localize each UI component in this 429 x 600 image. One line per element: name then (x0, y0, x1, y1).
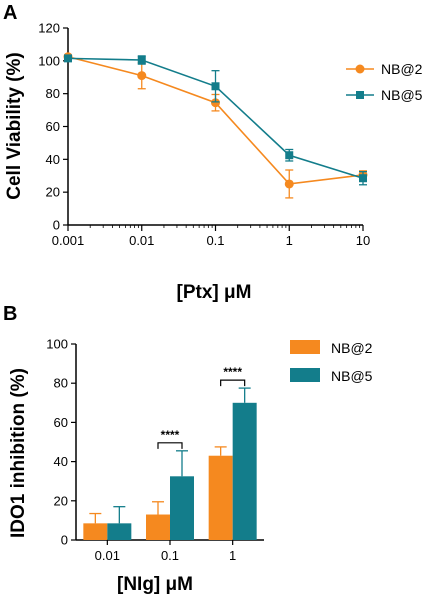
chart-a-legend-label: NB@5 (381, 87, 423, 103)
chart-b-significance-bracket (220, 379, 246, 387)
chart-a-legend-marker (356, 91, 364, 99)
chart-a-y-tick-label: 40 (46, 152, 60, 167)
chart-b-y-tick-label: 100 (46, 337, 68, 352)
chart-a-x-tick-label: 0.1 (206, 233, 224, 248)
chart-b-significance-bracket (157, 442, 183, 449)
chart-b-bar (232, 402, 257, 540)
chart-a-y-tick-label: 20 (46, 185, 60, 200)
chart-b: 0 20 40 60 80 100 0.01 0.1 1 **** **** NB@2 NB@5 (46, 337, 372, 564)
chart-b-ylabel: IDO1 inhibition (%) (8, 368, 29, 538)
chart-b-legend-swatch (290, 368, 320, 382)
chart-a-xlabel: [Ptx] μM (177, 282, 252, 303)
chart-a-ylabel: Cell Viability (%) (4, 52, 25, 199)
chart-b-bar (83, 523, 108, 540)
chart-b-xlabel: [NIg] μM (117, 574, 193, 595)
chart-a-point (137, 56, 146, 65)
chart-a-legend-label: NB@2 (381, 61, 423, 77)
chart-b-bar (107, 523, 132, 540)
chart-b-y-tick-label: 40 (54, 454, 68, 469)
panel-a-label: A (3, 2, 17, 24)
chart-b-legend-label: NB@5 (331, 368, 373, 384)
chart-a-point (137, 71, 147, 81)
chart-a-point (284, 179, 294, 189)
chart-b-legend-label: NB@2 (331, 340, 373, 356)
chart-b-bar (208, 455, 233, 540)
chart-a-point (359, 174, 367, 183)
chart-a-x-tick-label: 0.01 (129, 233, 154, 248)
chart-a-y-tick-label: 100 (38, 53, 60, 68)
chart-b-significance-label: **** (161, 428, 180, 442)
chart-a-point (211, 82, 220, 91)
chart-b-bar (170, 476, 194, 540)
chart-a: 0 20 40 60 80 100 120 0.001 0.01 0.1 1 10 NB@2 NB@5 (38, 21, 422, 249)
chart-b-y-tick-label: 60 (54, 415, 68, 430)
chart-b-y-tick-label: 20 (54, 493, 68, 508)
chart-a-legend-marker (355, 64, 365, 74)
chart-a-x-tick-label: 0.001 (52, 233, 85, 248)
chart-a-y-tick-label: 80 (46, 86, 60, 101)
chart-b-x-tick-label: 1 (229, 548, 236, 563)
chart-a-x-tick-label: 10 (356, 233, 370, 248)
chart-b-significance-label: **** (223, 365, 242, 379)
chart-a-y-tick-label: 0 (53, 218, 60, 233)
chart-a-y-tick-label: 60 (46, 119, 60, 134)
chart-a-point (211, 98, 220, 108)
panel-b-label: B (3, 303, 17, 325)
chart-b-x-tick-label: 0.1 (161, 548, 179, 563)
chart-b-y-tick-label: 0 (61, 533, 68, 548)
chart-a-point (285, 151, 294, 160)
chart-b-bar (146, 514, 170, 540)
chart-a-x-tick-label: 1 (286, 233, 293, 248)
chart-b-y-tick-label: 80 (54, 376, 68, 391)
chart-a-y-tick-label: 120 (38, 21, 60, 36)
chart-a-point (64, 54, 72, 63)
chart-b-x-tick-label: 0.01 (95, 548, 120, 563)
chart-b-legend-swatch (290, 340, 320, 354)
